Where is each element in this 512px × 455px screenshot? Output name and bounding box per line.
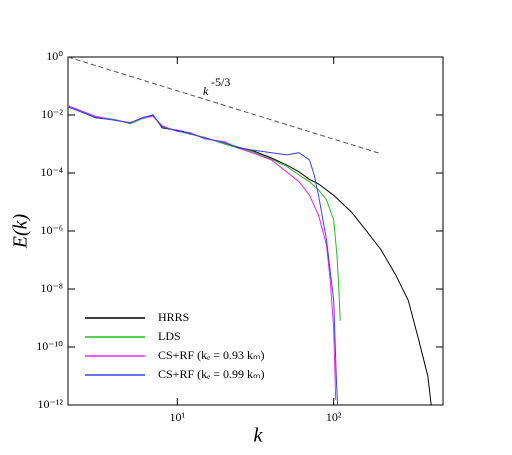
- y-tick-label: 10⁻²: [41, 107, 63, 121]
- x-axis-label: k: [254, 425, 264, 447]
- y-tick-label: 10⁻¹⁰: [36, 339, 63, 353]
- x-tick-label: 10¹: [170, 410, 186, 424]
- y-axis-label: E(k): [10, 213, 32, 249]
- annotation-superscript: -5/3: [211, 75, 230, 89]
- y-tick-label: 10⁻⁸: [40, 281, 63, 295]
- annotation: k: [203, 84, 209, 98]
- y-tick-label: 10⁻⁶: [40, 223, 63, 237]
- y-tick-label: 10⁻¹²: [37, 397, 63, 411]
- series-line: [67, 106, 339, 406]
- y-tick-label: 10⁻⁴: [40, 165, 63, 179]
- x-tick-label: 10²: [326, 410, 342, 424]
- legend-label: HRRS: [158, 310, 189, 324]
- y-tick-label: 10⁰: [46, 49, 63, 63]
- legend-label: CS+RF (kₑ = 0.93 kₘ): [158, 348, 264, 362]
- reference-line: [67, 56, 381, 155]
- legend-label: CS+RF (kₑ = 0.99 kₘ): [158, 367, 264, 381]
- legend-label: LDS: [158, 329, 181, 343]
